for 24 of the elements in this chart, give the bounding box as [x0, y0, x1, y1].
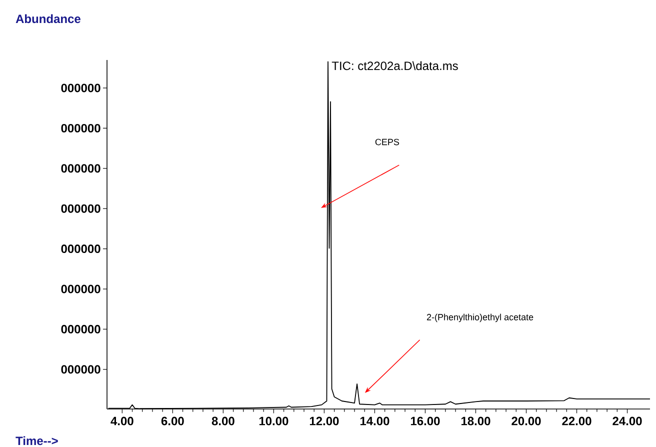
x-tick-label: 8.00 — [212, 416, 234, 426]
x-tick-label: 16.00 — [410, 416, 440, 426]
x-tick-label: 14.00 — [360, 416, 390, 426]
x-tick-label: 6.00 — [161, 416, 184, 426]
text: 000000 — [61, 365, 100, 374]
text: 000000 — [61, 244, 100, 254]
text: 000000 — [61, 324, 100, 334]
text: 000000 — [61, 124, 100, 132]
x-tick-label: 18.00 — [461, 416, 490, 426]
annotation: CEPS — [375, 138, 400, 146]
annotation: 2-(Phenylthio)ethyl acetate — [426, 314, 534, 322]
text: 000000 — [61, 164, 100, 173]
x-tick-label: 4.00 — [110, 416, 134, 426]
text: 000000 — [61, 284, 100, 294]
text: 000000 — [61, 84, 100, 92]
x-tick-label: 10.00 — [259, 416, 288, 426]
text: 000000 — [61, 204, 100, 213]
x-tick-label: 24.00 — [612, 416, 642, 426]
x-tick-label: 12.00 — [310, 416, 339, 426]
x-tick-label: 20.00 — [512, 416, 541, 426]
y-axis-title: Abundance — [16, 14, 80, 24]
x-tick-label: 22.00 — [562, 416, 592, 426]
x-axis-title: Time--> — [16, 436, 58, 446]
chart-title: TIC: ct2202a.D\data.ms — [332, 61, 458, 70]
